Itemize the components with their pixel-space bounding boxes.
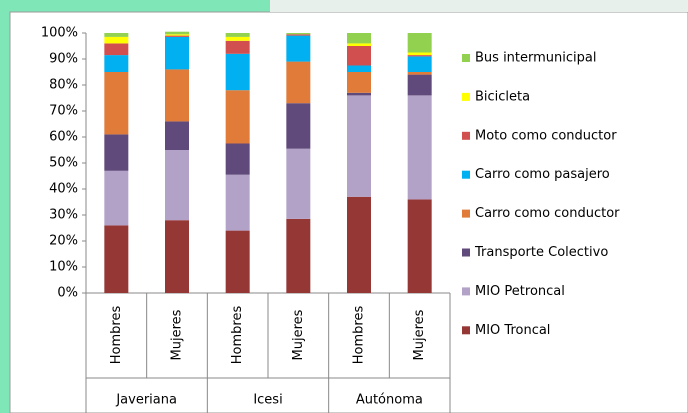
header-strip [270,0,688,12]
x-tick-label: Hombres [230,306,245,365]
group-label: Autónoma [356,393,423,408]
legend-label: Transporte Colectivo [474,245,608,260]
x-tick-label: Mujeres [170,309,185,360]
bar-segment [104,72,129,135]
bar-segment [286,218,311,293]
bar-segment [347,46,371,66]
bar-segment [225,40,250,54]
y-tick-label: 90% [49,52,78,67]
y-tick-label: 50% [49,156,78,171]
bar-segment [104,43,129,56]
bar-segment [104,134,129,171]
bar-segment [225,90,250,144]
bar-segment [165,31,189,35]
x-tick-label: Hombres [109,306,124,365]
legend-label: Moto como conductor [475,128,617,143]
bar-segment [407,56,432,72]
y-tick-label: 30% [49,208,78,223]
legend-swatch [462,131,470,140]
legend-label: MIO Troncal [475,323,550,338]
y-tick-label: 20% [49,234,78,249]
legend-label: Carro como conductor [475,206,620,221]
bar-segment [407,52,432,56]
legend-swatch [462,170,470,179]
x-tick-label: Mujeres [291,309,306,360]
y-tick-label: 70% [49,104,78,119]
bar-segment [165,69,189,122]
legend-label: MIO Petroncal [475,284,565,299]
bar-segment [225,230,250,293]
bar-segment [286,35,311,62]
bar-segment [225,53,250,91]
bar-segment [347,95,371,197]
bar-segment [407,199,432,293]
bar-segment [225,33,250,37]
group-label: Icesi [253,393,282,408]
bar-segment [286,33,311,35]
bar-segment [104,170,129,226]
bar-segment [347,43,371,46]
group-label: Javeriana [115,393,177,408]
bar-segment [286,148,311,219]
bar-segment [165,150,189,221]
legend-swatch [462,248,470,257]
legend-swatch [462,209,470,218]
bar-segment [104,33,129,37]
legend-label: Carro como pasajero [475,167,610,182]
bar-segment [347,65,371,72]
bar-segment [104,36,129,44]
legend-swatch [462,287,470,296]
x-tick-label: Hombres [352,306,367,365]
bar-segment [407,55,432,57]
legend-swatch [462,326,470,335]
y-tick-label: 10% [49,260,78,275]
bar-segment [407,74,432,96]
bar-segment [165,121,189,150]
bar-segment [407,72,432,75]
y-tick-label: 80% [49,78,78,93]
bar-segment [104,55,129,72]
bar-segment [104,225,129,293]
y-tick-label: 40% [49,182,78,197]
bar-segment [347,196,371,293]
bar-segment [225,174,250,231]
y-tick-label: 0% [57,286,78,301]
bar-segment [225,143,250,175]
bar-segment [165,34,189,36]
bar-segment [165,36,189,70]
bar-segment [347,72,371,93]
bar-segment [225,36,250,41]
bar-segment [286,61,311,104]
bar-segment [165,35,189,37]
legend-swatch [462,92,470,101]
y-tick-label: 100% [41,26,78,41]
bar-segment [286,103,311,149]
legend-swatch [462,54,470,62]
x-tick-label: Mujeres [412,309,427,360]
y-tick-label: 60% [49,130,78,145]
bar-segment [407,95,432,200]
bar-segment [286,34,311,36]
bar-segment [165,220,189,293]
legend-label: Bicicleta [475,89,530,104]
legend-label: Bus intermunicipal [475,51,596,66]
bar-segment [347,33,371,44]
bar-segment [347,92,371,96]
bar-segment [407,33,432,53]
